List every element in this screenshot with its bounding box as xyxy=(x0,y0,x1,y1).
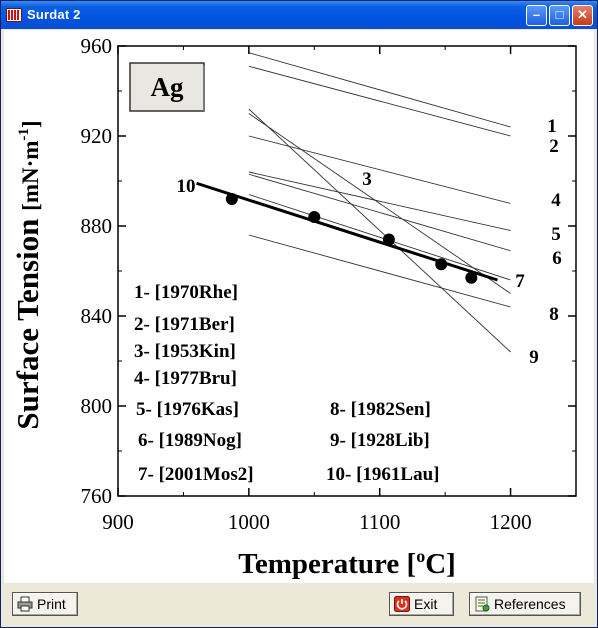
series-line-8 xyxy=(248,234,511,308)
maximize-button[interactable]: □ xyxy=(549,5,570,26)
line-label-9: 9 xyxy=(529,347,539,368)
plot-frame xyxy=(117,45,577,497)
y-tick-label: 960 xyxy=(81,34,113,58)
close-icon: ✕ xyxy=(577,7,588,22)
exit-label: Exit xyxy=(414,596,438,612)
print-button[interactable]: Print xyxy=(12,592,78,616)
x-axis-label: Temperature [oC] xyxy=(238,546,456,580)
legend-entry: 8- [1982Sen] xyxy=(330,399,431,420)
series-line-7 xyxy=(196,181,498,282)
surface-tension-chart: 12 3 4 5 6 7 8 9 10 900 1000 1100 1200 760 800 840 880 9… xyxy=(10,34,577,580)
references-icon xyxy=(475,596,490,612)
data-point xyxy=(225,193,238,205)
data-point xyxy=(465,271,478,284)
legend-entry: 7- [2001Mos2] xyxy=(138,464,254,485)
x-tick-label: 1100 xyxy=(359,510,400,534)
app-icon xyxy=(6,8,22,22)
data-point xyxy=(308,211,321,223)
legend-entry: 3- [1953Kin] xyxy=(134,341,236,362)
x-tick-label: 900 xyxy=(102,510,134,534)
legend-entry: 10- [1961Lau] xyxy=(326,464,439,485)
line-label-4: 4 xyxy=(551,190,561,211)
minimize-icon: – xyxy=(532,7,541,22)
x-tick-label: 1000 xyxy=(228,510,270,534)
line-label-1: 1 xyxy=(547,116,557,137)
data-point xyxy=(382,233,395,246)
line-label-5: 5 xyxy=(551,224,561,245)
series-line-1 xyxy=(248,52,511,128)
line-label-10: 10 xyxy=(177,176,196,197)
series-line-6 xyxy=(248,173,511,252)
y-axis-label: Surface Tension [mN·m-1] xyxy=(10,120,45,429)
legend-entry: 9- [1928Lib] xyxy=(330,430,430,451)
legend-entry: 4- [1977Bru] xyxy=(134,368,237,389)
title-bar[interactable]: Surdat 2 – □ ✕ xyxy=(1,1,597,29)
material-label: Ag xyxy=(151,72,184,102)
series-line-5 xyxy=(248,171,511,231)
series-line-3 xyxy=(248,108,511,353)
line-label-2: 2 xyxy=(549,136,559,157)
line-label-3: 3 xyxy=(362,169,372,190)
print-label: Print xyxy=(37,596,66,612)
printer-icon xyxy=(17,596,33,612)
line-label-6: 6 xyxy=(552,248,562,269)
power-icon xyxy=(394,596,410,612)
legend-entry: 1- [1970Rhe] xyxy=(134,282,238,303)
y-tick-label: 760 xyxy=(81,484,113,508)
exit-button[interactable]: Exit xyxy=(389,592,454,616)
legend-entry: 6- [1989Nog] xyxy=(138,430,242,451)
series-line-4 xyxy=(248,135,511,204)
y-tick-label: 920 xyxy=(81,124,113,148)
legend-entry: 5- [1976Kas] xyxy=(136,399,239,420)
maximize-icon: □ xyxy=(555,7,564,22)
references-label: References xyxy=(494,596,566,612)
minimize-button[interactable]: – xyxy=(526,5,547,26)
series-line-9 xyxy=(248,113,511,294)
close-button[interactable]: ✕ xyxy=(572,5,593,26)
references-button[interactable]: References xyxy=(469,592,581,616)
x-tick-label: 1200 xyxy=(490,510,532,534)
y-tick-label: 880 xyxy=(81,214,113,238)
data-point xyxy=(435,258,448,271)
material-box xyxy=(129,62,205,112)
line-label-8: 8 xyxy=(549,304,559,325)
series-line-10 xyxy=(248,194,511,281)
y-tick-label: 800 xyxy=(81,394,113,418)
bottom-toolbar: Print Exit References xyxy=(4,587,594,623)
chart-area: 1 2 3 4 5 6 7 8 9 10 900 1000 1100 1200 760 800 840 880 9… xyxy=(4,30,594,583)
series-line-2 xyxy=(248,65,511,137)
legend-entry: 2- [1971Ber] xyxy=(134,314,235,335)
window-title: Surdat 2 xyxy=(27,7,81,22)
y-tick-label: 840 xyxy=(81,304,113,328)
line-label-7: 7 xyxy=(515,271,525,292)
